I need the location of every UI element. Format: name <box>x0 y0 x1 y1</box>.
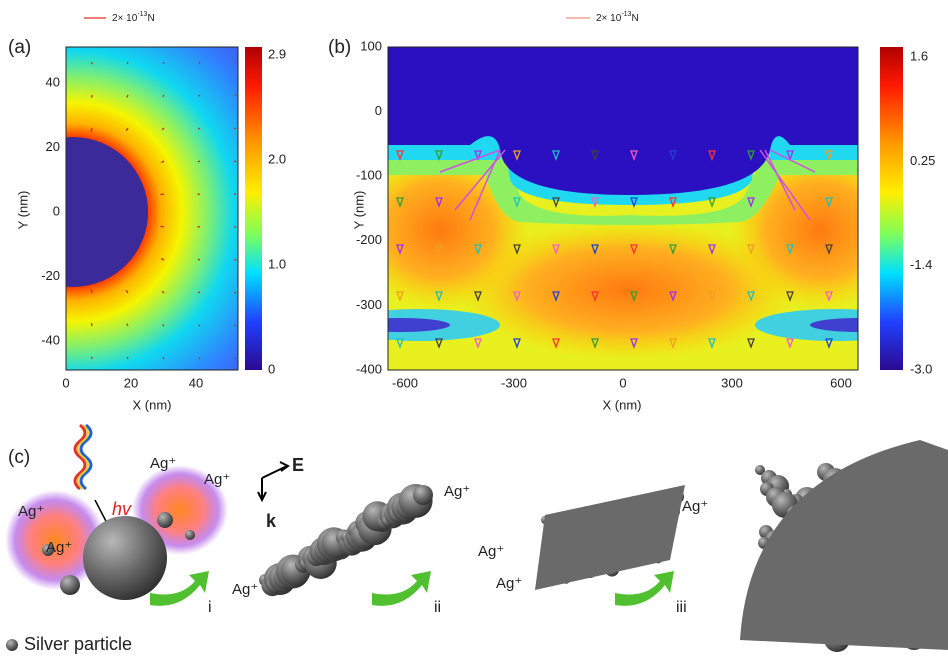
xticks-label: -600 <box>392 375 418 390</box>
figure: 2× 10-13N 2× 10-13N (a) (b) X (nm) X (nm… <box>0 0 948 656</box>
force-arrow <box>235 62 236 63</box>
step-label: i <box>208 599 212 616</box>
colorbar-ticks-label: 1.0 <box>268 256 286 271</box>
force-arrow <box>127 357 128 359</box>
circle <box>60 575 80 595</box>
force-arrow <box>163 357 164 359</box>
force-arrow <box>198 161 200 162</box>
hv-label: hv <box>112 499 132 519</box>
ion-label: Ag⁺ <box>18 503 44 520</box>
x-title: X (nm) <box>133 397 172 412</box>
e-label: E <box>292 455 304 475</box>
yticks-label: -100 <box>356 168 382 183</box>
path <box>615 571 674 606</box>
colorbar-b <box>880 47 903 370</box>
yticks-label: 100 <box>360 38 382 53</box>
ion-label: Ag⁺ <box>46 539 72 556</box>
panel-label: (a) <box>8 37 31 58</box>
scale-exp: -13 <box>137 11 147 18</box>
force-arrow <box>234 259 236 260</box>
yticks-label: -200 <box>356 232 382 247</box>
force-arrow <box>235 325 236 326</box>
yticks-label: 0 <box>375 103 382 118</box>
xticks-label: -300 <box>501 375 527 390</box>
xticks-label: 0 <box>62 375 69 390</box>
force-arrow <box>235 358 236 359</box>
force-arrow <box>163 62 164 64</box>
force-arrow <box>160 226 164 227</box>
force-arrow <box>199 358 200 359</box>
y-title: Y (nm) <box>351 191 366 230</box>
colorbar-a <box>245 47 262 370</box>
colorbar-ticks-label: 0.25 <box>910 153 935 168</box>
colorbar-ticks-label: 2.0 <box>268 151 286 166</box>
xticks-label: 20 <box>124 375 138 390</box>
xticks-label: 300 <box>721 375 743 390</box>
scale-exp: -13 <box>621 11 631 18</box>
ion-label: Ag⁺ <box>204 471 230 488</box>
force-arrow <box>235 95 236 96</box>
scale-text: 2× 10 <box>112 13 138 24</box>
yticks-label: 20 <box>46 139 60 154</box>
colorbar-ticks-label: 1.6 <box>910 48 928 63</box>
force-arrow <box>161 194 164 195</box>
force-arrow <box>199 62 200 63</box>
k-label: k <box>266 511 277 531</box>
circle <box>6 639 18 651</box>
ion-label: Ag⁺ <box>150 455 176 472</box>
scale-text: 2× 10-13N <box>112 11 155 24</box>
colorbar-ticks-label: 2.9 <box>268 46 286 61</box>
circle <box>157 512 173 528</box>
colorbar-ticks-label: 0 <box>268 361 275 376</box>
force-arrow <box>91 289 92 293</box>
step-label: ii <box>434 599 441 616</box>
yticks-label: -40 <box>41 332 60 347</box>
path <box>372 571 431 606</box>
force-arrow <box>91 128 92 132</box>
scale-unit: N <box>147 13 154 24</box>
panel-label: (c) <box>8 447 30 468</box>
scale-text: 2× 10-13N <box>596 11 639 24</box>
sphere <box>413 485 433 505</box>
yticks-label: 0 <box>53 203 60 218</box>
xticks-label: 600 <box>830 375 852 390</box>
circle <box>185 530 195 540</box>
ion-label: Ag⁺ <box>478 543 504 560</box>
force-arrow <box>234 161 236 162</box>
scale-text: 2× 10 <box>596 13 622 24</box>
legend-label: Silver particle <box>24 634 132 654</box>
panel-label: (b) <box>328 37 351 58</box>
force-arrow <box>127 62 128 64</box>
ion-label: Ag⁺ <box>682 498 708 515</box>
ion-label: Ag⁺ <box>232 581 258 598</box>
y-title: Y (nm) <box>15 191 30 230</box>
colorbar-ticks-label: -1.4 <box>910 257 932 272</box>
ion-label: Ag⁺ <box>444 483 470 500</box>
colorbar-ticks-label: -3.0 <box>910 361 932 376</box>
step-label: iii <box>676 599 687 616</box>
force-arrow <box>234 292 236 293</box>
force-arrow <box>198 259 200 260</box>
circle <box>83 516 167 600</box>
scale-unit: N <box>631 13 638 24</box>
illustration <box>5 425 948 652</box>
yticks-label: -20 <box>41 268 60 283</box>
ion-label: Ag⁺ <box>496 575 522 592</box>
force-arrow <box>234 128 236 129</box>
ellipse <box>350 318 450 332</box>
yticks-label: -400 <box>356 361 382 376</box>
x-title: X (nm) <box>603 397 642 412</box>
xticks-label: 0 <box>619 375 626 390</box>
yticks-label: -300 <box>356 297 382 312</box>
heatmap-a <box>0 47 238 370</box>
heatmap-b <box>340 47 915 370</box>
yticks-label: 40 <box>46 74 60 89</box>
xticks-label: 40 <box>189 375 203 390</box>
